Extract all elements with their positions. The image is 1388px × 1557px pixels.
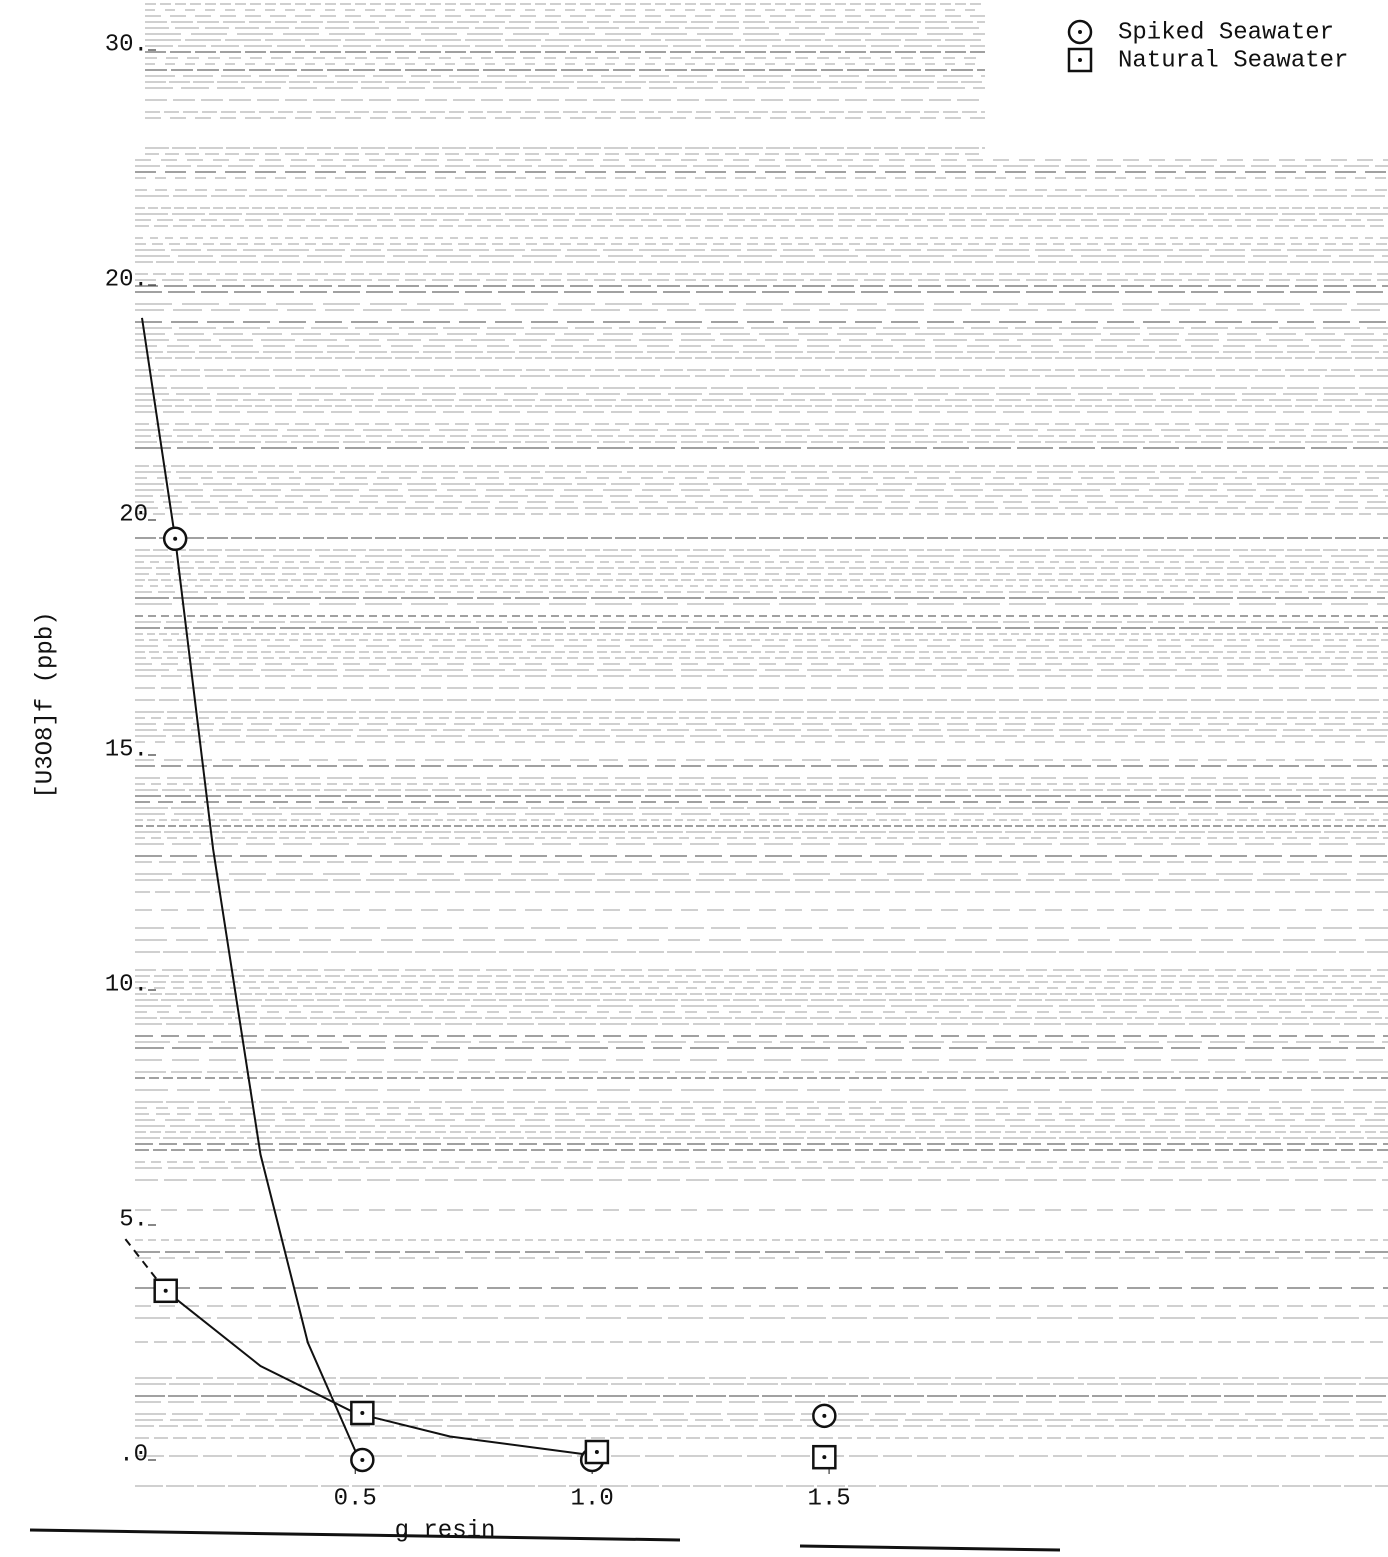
marker-dot — [173, 536, 178, 541]
y-tick-label: 20. — [105, 266, 148, 293]
y-tick-label: 30. — [105, 31, 148, 58]
y-tick-label: 15. — [105, 736, 148, 763]
x-tick-label: 0.5 — [334, 1485, 377, 1512]
marker-dot — [594, 1450, 599, 1455]
bottom-rule — [29, 1528, 681, 1542]
marker-dot — [1078, 30, 1082, 34]
marker-dot — [1078, 58, 1082, 62]
marker-dot — [163, 1288, 168, 1293]
marker-dot — [822, 1413, 827, 1418]
y-tick-label: 10. — [105, 971, 148, 998]
x-axis-label: g resin — [395, 1517, 496, 1544]
marker-dot — [360, 1458, 365, 1462]
y-tick-label: .0 — [119, 1441, 148, 1468]
y-axis-label: [U3O8]f (ppb) — [32, 611, 59, 798]
scan-texture — [135, 3, 1388, 1487]
fit-curve — [141, 317, 357, 1452]
marker-dot — [360, 1411, 365, 1415]
x-tick-label: 1.0 — [571, 1485, 614, 1512]
legend-label: Spiked Seawater — [1118, 19, 1334, 46]
y-tick-label: 20 — [119, 501, 148, 528]
bottom-rule — [799, 1544, 1061, 1552]
x-tick-label: 1.5 — [807, 1485, 850, 1512]
fit-curve — [165, 1290, 593, 1457]
y-tick-label: 5. — [119, 1206, 148, 1233]
fit-curve — [124, 1238, 167, 1292]
marker-dot — [822, 1455, 827, 1460]
legend-label: Natural Seawater — [1118, 47, 1348, 74]
